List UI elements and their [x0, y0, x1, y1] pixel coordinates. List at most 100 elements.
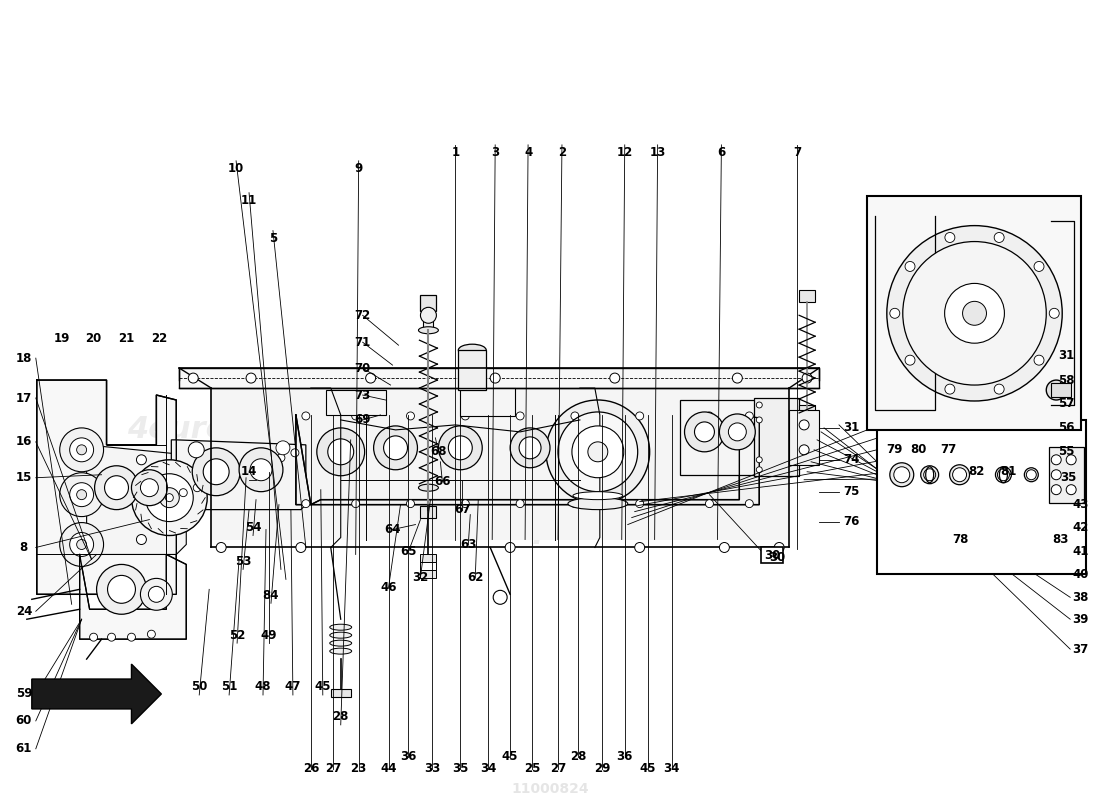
- Bar: [460, 388, 515, 416]
- Text: 4eurosparts: 4eurosparts: [128, 415, 336, 444]
- Polygon shape: [36, 380, 176, 594]
- Text: 63: 63: [460, 538, 476, 551]
- Text: 42: 42: [1072, 521, 1088, 534]
- Bar: [459, 350, 486, 390]
- Circle shape: [179, 489, 187, 497]
- Circle shape: [89, 633, 98, 641]
- Circle shape: [128, 633, 135, 641]
- Text: 27: 27: [550, 762, 566, 775]
- Text: 58: 58: [1058, 374, 1075, 386]
- Circle shape: [204, 458, 229, 485]
- Text: 80: 80: [911, 443, 927, 456]
- Circle shape: [290, 449, 299, 457]
- Text: 55: 55: [1058, 446, 1075, 458]
- Circle shape: [160, 488, 179, 508]
- Circle shape: [207, 478, 216, 486]
- Bar: [420, 554, 437, 562]
- Circle shape: [250, 458, 272, 481]
- Text: 41: 41: [1072, 545, 1088, 558]
- Circle shape: [1066, 485, 1076, 494]
- Circle shape: [97, 565, 146, 614]
- Text: 66: 66: [434, 475, 451, 488]
- Circle shape: [461, 412, 470, 420]
- Ellipse shape: [330, 624, 352, 630]
- Text: 34: 34: [480, 762, 496, 775]
- Circle shape: [887, 226, 1063, 401]
- Text: 8: 8: [20, 541, 28, 554]
- Circle shape: [217, 542, 227, 553]
- Text: 4eurosparts: 4eurosparts: [595, 415, 803, 444]
- Text: 25: 25: [524, 762, 540, 775]
- Circle shape: [635, 542, 645, 553]
- Circle shape: [328, 439, 354, 465]
- Circle shape: [1026, 470, 1036, 480]
- Circle shape: [77, 490, 87, 500]
- Circle shape: [276, 441, 290, 455]
- Circle shape: [1034, 262, 1044, 271]
- Text: 16: 16: [15, 435, 32, 448]
- Circle shape: [69, 482, 94, 506]
- Ellipse shape: [330, 648, 352, 654]
- Text: 82: 82: [968, 466, 984, 478]
- Polygon shape: [296, 415, 759, 505]
- Text: 47: 47: [285, 681, 301, 694]
- Ellipse shape: [330, 640, 352, 646]
- Ellipse shape: [568, 498, 628, 510]
- Text: 38: 38: [1072, 591, 1088, 604]
- Circle shape: [407, 500, 415, 508]
- Circle shape: [945, 384, 955, 394]
- Circle shape: [962, 302, 987, 326]
- Text: 6: 6: [717, 146, 726, 159]
- Circle shape: [998, 469, 1010, 481]
- Polygon shape: [172, 440, 306, 510]
- Circle shape: [728, 423, 746, 441]
- Circle shape: [1046, 380, 1066, 400]
- Text: 27: 27: [324, 762, 341, 775]
- Text: 44: 44: [381, 762, 397, 775]
- Circle shape: [141, 578, 173, 610]
- Text: 19: 19: [54, 332, 70, 345]
- Circle shape: [352, 412, 360, 420]
- Circle shape: [221, 474, 229, 482]
- Circle shape: [188, 442, 205, 458]
- Circle shape: [757, 466, 762, 473]
- Circle shape: [263, 458, 271, 466]
- Bar: [331, 689, 351, 697]
- Text: 23: 23: [351, 762, 366, 775]
- Circle shape: [636, 412, 644, 420]
- Bar: [680, 400, 759, 474]
- Text: 11000824: 11000824: [512, 782, 588, 796]
- Circle shape: [1052, 470, 1062, 480]
- Circle shape: [757, 417, 762, 423]
- Text: 30: 30: [769, 551, 785, 564]
- Bar: [761, 547, 783, 563]
- Circle shape: [384, 436, 407, 460]
- Text: 74: 74: [843, 454, 859, 466]
- Circle shape: [1049, 308, 1059, 318]
- Circle shape: [188, 373, 198, 383]
- Circle shape: [587, 442, 608, 462]
- Polygon shape: [79, 554, 186, 639]
- Circle shape: [757, 457, 762, 462]
- Text: 84: 84: [263, 589, 279, 602]
- Text: 12: 12: [617, 146, 632, 159]
- Text: 5: 5: [268, 232, 277, 245]
- Circle shape: [69, 438, 94, 462]
- Text: 31: 31: [1058, 349, 1075, 362]
- Circle shape: [694, 422, 714, 442]
- Text: 54: 54: [245, 521, 262, 534]
- Ellipse shape: [418, 484, 439, 491]
- Text: 53: 53: [235, 555, 251, 568]
- Text: 56: 56: [1058, 422, 1075, 434]
- Polygon shape: [87, 445, 186, 554]
- Text: 21: 21: [119, 332, 134, 345]
- Circle shape: [905, 262, 915, 271]
- Circle shape: [59, 428, 103, 472]
- Circle shape: [996, 466, 1011, 482]
- Text: 30: 30: [764, 549, 780, 562]
- Circle shape: [365, 373, 375, 383]
- Circle shape: [141, 478, 158, 497]
- Text: 60: 60: [15, 714, 32, 727]
- Text: 2: 2: [558, 146, 566, 159]
- Bar: [1052, 383, 1071, 397]
